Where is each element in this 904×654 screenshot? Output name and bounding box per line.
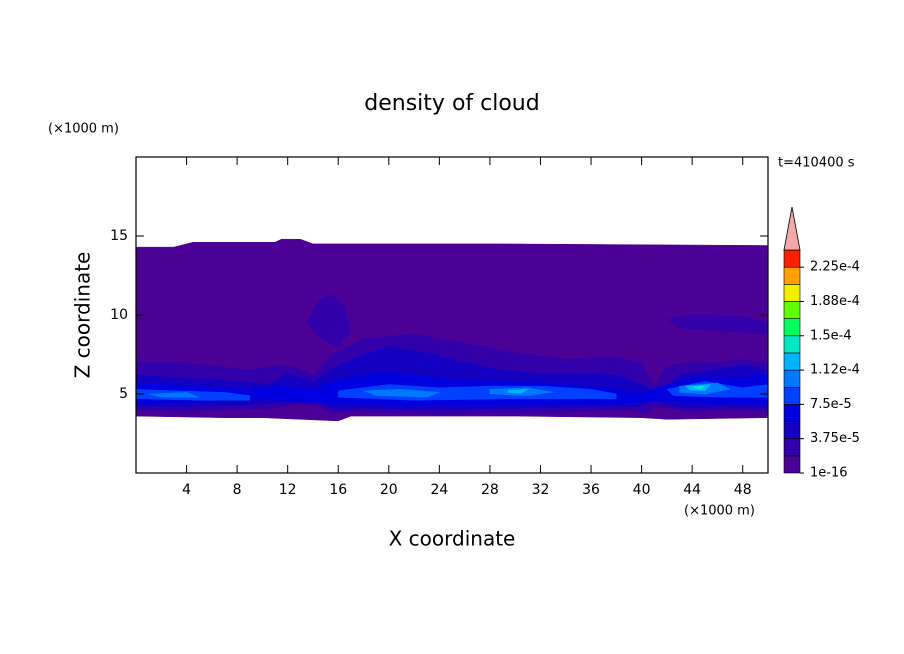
- x-tick-label: 24: [430, 482, 448, 498]
- colorbar-band: [783, 369, 801, 388]
- x-tick-label: 20: [380, 482, 398, 498]
- colorbar-band: [783, 284, 801, 302]
- colorbar-tick-label: 1.5e-4: [810, 328, 852, 343]
- colorbar-tick-label: 1e-16: [810, 466, 848, 481]
- colorbar-band: [783, 438, 801, 457]
- x-tick-label: 28: [481, 482, 499, 498]
- y-tick-label: 10: [110, 307, 128, 323]
- colorbar-tick-label: 2.25e-4: [810, 260, 860, 275]
- x-tick-label: 8: [233, 482, 242, 498]
- y-tick-label: 15: [110, 228, 128, 244]
- colorbar-extend: [783, 206, 801, 251]
- colorbar-band: [783, 421, 801, 439]
- x-tick-label: 4: [182, 482, 191, 498]
- colorbar-band: [783, 335, 801, 354]
- colorbar-band: [783, 266, 801, 285]
- contour-region: [148, 392, 200, 398]
- colorbar-band: [783, 404, 801, 422]
- y-unit: (×1000 m): [48, 122, 119, 137]
- colorbar-tick-label: 7.5e-5: [810, 397, 852, 412]
- colorbar-band: [783, 352, 801, 371]
- colorbar-tick-label: 3.75e-5: [810, 431, 860, 446]
- x-tick-label: 16: [329, 482, 347, 498]
- contour-region: [306, 294, 352, 347]
- colorbar-band: [783, 386, 801, 405]
- y-axis-label: Z coordinate: [71, 252, 95, 379]
- y-tick-label: 5: [119, 386, 128, 402]
- colorbar-tick-label: 1.88e-4: [810, 294, 860, 309]
- time-label: t=410400 s: [778, 156, 855, 171]
- chart-title: density of cloud: [364, 91, 539, 116]
- colorbar-band: [783, 249, 801, 268]
- contour-region: [507, 389, 529, 394]
- x-tick-label: 40: [633, 482, 651, 498]
- x-unit: (×1000 m): [684, 504, 755, 519]
- x-axis-label: X coordinate: [389, 527, 516, 551]
- x-tick-label: 32: [532, 482, 550, 498]
- colorbar-band: [783, 301, 801, 319]
- colorbar-tick-label: 1.12e-4: [810, 363, 860, 378]
- colorbar-band: [783, 318, 801, 337]
- x-tick-label: 44: [683, 482, 701, 498]
- x-tick-label: 36: [582, 482, 600, 498]
- contour-region: [363, 389, 440, 398]
- x-tick-label: 12: [279, 482, 297, 498]
- colorbar-band: [783, 455, 801, 474]
- x-tick-label: 48: [734, 482, 752, 498]
- contour-region: [692, 385, 705, 390]
